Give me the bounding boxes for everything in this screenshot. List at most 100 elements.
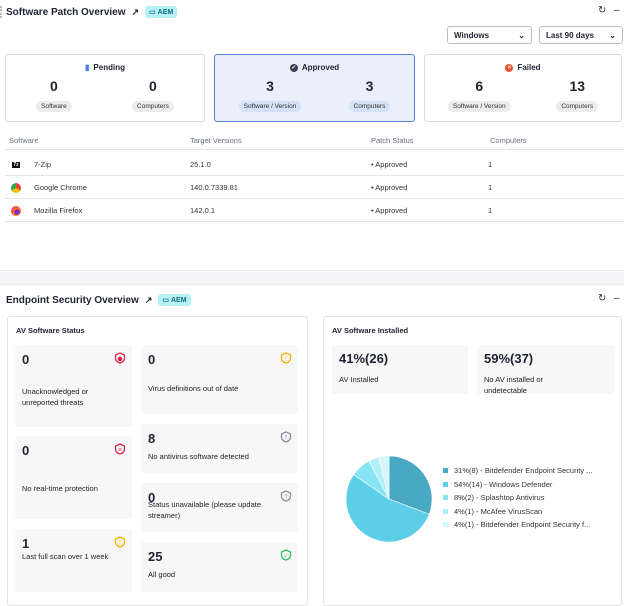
av-installed-title: AV Software Installed (332, 326, 409, 335)
card-pill[interactable]: Software / Version (447, 101, 511, 112)
cell-status: • Approved (371, 183, 408, 192)
tile-no-antivirus[interactable]: 8 ? No antivirus software detected (141, 424, 298, 473)
legend-swatch (443, 481, 448, 487)
external-link-icon[interactable]: ↗ (131, 6, 140, 17)
card-pill[interactable]: Computers (556, 101, 599, 112)
endpoint-title: Endpoint Security Overview (6, 294, 139, 306)
7zip-icon: 7z (12, 162, 20, 168)
monitor-icon: ▭ (162, 297, 169, 304)
os-select-value: Windows (454, 30, 490, 40)
tile-last-scan[interactable]: 1 ! Last full scan over 1 week (15, 529, 132, 592)
legend-label: 4%(1) - Bitdefender Endpoint Security f.… (454, 520, 591, 530)
legend-swatch (443, 468, 448, 474)
col-patch-status[interactable]: Patch Status (371, 136, 414, 145)
stat-label: No AV installed or undetectable (484, 375, 544, 395)
badge-label: AEM (170, 296, 187, 304)
cell-software: Google Chrome (34, 183, 87, 192)
svg-text:×: × (117, 446, 122, 453)
legend-swatch (443, 522, 448, 528)
cell-status: • Approved (371, 206, 408, 215)
firefox-icon (10, 205, 22, 217)
tile-value: 0 (148, 490, 156, 505)
pie-slice[interactable] (388, 455, 433, 515)
tile-value: 0 (148, 352, 156, 367)
card-pending[interactable]: ▮ Pending 0 Software 0 Computers (5, 54, 205, 122)
svg-text:?: ? (284, 434, 287, 441)
av-status-title: AV Software Status (16, 326, 85, 335)
os-select[interactable]: Windows ⌄ (447, 26, 532, 44)
col-target-versions[interactable]: Target Versions (190, 136, 242, 145)
card-value: 3 (365, 78, 374, 94)
shield-icon: × (114, 443, 126, 455)
col-software[interactable]: Software (9, 136, 39, 145)
tile-definitions[interactable]: 0 ! Virus definitions out of date (141, 345, 298, 414)
external-link-icon[interactable]: ↗ (144, 294, 153, 305)
table-row[interactable]: Mozilla Firefox 142.0.1 • Approved 1 (5, 200, 624, 222)
av-installed-stat[interactable]: 41%(26) AV Installed (332, 345, 468, 394)
svg-text:●: ● (117, 355, 122, 362)
legend-label: 54%(14) - Windows Defender (454, 479, 553, 489)
patch-title: Software Patch Overview (6, 6, 126, 18)
card-pill[interactable]: Software (36, 101, 72, 112)
card-value: 0 (149, 78, 157, 94)
tile-no-realtime[interactable]: 0 × No real-time protection (15, 436, 132, 519)
stat-label: AV Installed (339, 375, 379, 384)
svg-text:!: ! (285, 355, 287, 362)
legend-item[interactable]: 31%(8) - Bitdefender Endpoint Security .… (443, 464, 592, 478)
card-value: 0 (50, 78, 58, 94)
pending-icon: ▮ (85, 63, 90, 72)
tile-status-unavailable[interactable]: 0 ↑ Status unavailable (please update st… (141, 483, 298, 532)
refresh-icon[interactable]: ↻ (598, 5, 607, 16)
cell-version: 142.0.1 (190, 206, 216, 215)
tile-label: Status unavailable (please update stream… (148, 500, 261, 520)
monitor-icon: ▭ (149, 9, 156, 16)
card-value: 13 (569, 78, 586, 94)
table-row[interactable]: Google Chrome 140.0.7339.81 • Approved 1 (5, 177, 624, 199)
cell-computers: 1 (488, 183, 493, 192)
drag-handle[interactable] (0, 6, 3, 18)
card-pill[interactable]: Computers (132, 101, 174, 112)
legend-item[interactable]: 4%(1) - Bitdefender Endpoint Security f.… (443, 518, 592, 532)
cell-software: Mozilla Firefox (34, 206, 83, 215)
card-label: Pending (93, 63, 125, 72)
chevron-down-icon: ⌄ (609, 30, 616, 40)
minimize-icon[interactable]: – (614, 293, 620, 304)
minimize-icon[interactable]: – (614, 5, 620, 16)
tile-all-good[interactable]: 25 ✓ All good (141, 542, 298, 592)
card-pill[interactable]: Software / Version (238, 101, 302, 112)
pie-slice[interactable] (378, 455, 390, 500)
svg-text:!: ! (119, 539, 121, 546)
tile-threats[interactable]: 0 ● Unacknowledged or unreported threats (15, 345, 132, 427)
shield-icon: ! (114, 536, 126, 548)
table-row[interactable]: 7z 7-Zip 25.1.0 • Approved 1 (5, 154, 624, 176)
shield-icon: ✓ (280, 549, 292, 561)
legend-item[interactable]: 54%(14) - Windows Defender (443, 478, 592, 492)
endpoint-header: Endpoint Security Overview ↗ ▭ AEM (6, 294, 191, 306)
refresh-icon[interactable]: ↻ (598, 293, 607, 304)
card-failed[interactable]: × Failed 6 Software / Version 13 Computers (424, 54, 622, 122)
pie-slice[interactable] (345, 474, 430, 543)
shield-icon: ! (280, 352, 292, 364)
no-av-stat[interactable]: 59%(37) No AV installed or undetectable (477, 345, 614, 395)
tile-label: No real-time protection (22, 484, 98, 493)
legend-label: 4%(1) - McAfee VirusScan (454, 506, 543, 516)
card-approved[interactable]: ✓ Approved 3 Software / Version 3 Computers (214, 54, 415, 122)
legend-item[interactable]: 4%(1) - McAfee VirusScan (443, 505, 592, 519)
av-pie-chart (345, 455, 433, 543)
tile-label: No antivirus software detected (148, 452, 249, 461)
stat-value: 59%(37) (484, 351, 534, 366)
aem-badge: ▭ AEM (158, 294, 191, 306)
col-computers[interactable]: Computers (490, 136, 527, 145)
chrome-icon (10, 182, 22, 194)
tile-label: Virus definitions out of date (148, 384, 239, 393)
shield-icon: ● (114, 352, 126, 364)
range-select[interactable]: Last 90 days ⌄ (539, 26, 623, 44)
card-pill[interactable]: Computers (348, 101, 391, 112)
tile-value: 0 (22, 443, 30, 458)
badge-label: AEM (157, 8, 174, 16)
pie-legend: 31%(8) - Bitdefender Endpoint Security .… (443, 464, 592, 532)
cell-version: 140.0.7339.81 (190, 183, 238, 192)
legend-item[interactable]: 8%(2) - Splashtop Antivirus (443, 491, 592, 505)
shield-icon: ↑ (280, 490, 292, 502)
shield-icon: ? (280, 431, 292, 443)
